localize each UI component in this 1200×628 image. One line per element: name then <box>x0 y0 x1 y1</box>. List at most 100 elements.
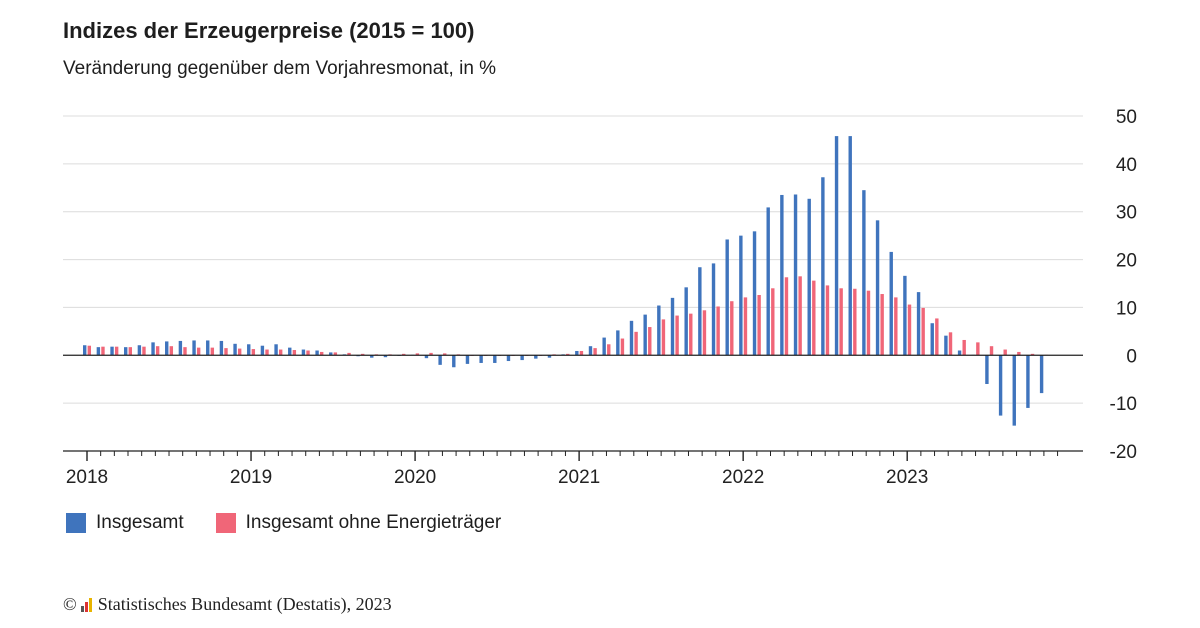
bar-insgesamt <box>452 355 456 368</box>
chart-title: Indizes der Erzeugerpreise (2015 = 100) <box>63 18 475 43</box>
bar-insgesamt <box>930 323 934 356</box>
bar-insgesamt <box>206 340 210 356</box>
bar-insgesamt <box>329 352 333 356</box>
bar-ohne-energie <box>155 346 160 356</box>
bar-ohne-energie <box>101 346 105 356</box>
bar-insgesamt <box>424 355 429 359</box>
destatis-logo-icon <box>80 597 93 612</box>
bar-ohne-energie <box>333 352 338 356</box>
bar-ohne-energie <box>142 346 146 356</box>
gridlines <box>63 115 1083 404</box>
bar-insgesamt <box>998 355 1003 416</box>
bar-ohne-energie <box>169 346 174 356</box>
bar-ohne-energie <box>743 297 748 356</box>
y-tick-label: -10 <box>1110 394 1137 415</box>
bar-insgesamt <box>1026 355 1030 408</box>
bar-ohne-energie <box>210 347 215 356</box>
legend-item-insgesamt: Insgesamt <box>66 512 184 534</box>
bar-insgesamt <box>588 346 593 356</box>
y-tick-label: 30 <box>1116 203 1137 224</box>
bar-ohne-energie <box>443 353 447 356</box>
bar-insgesamt <box>616 330 620 356</box>
bar-insgesamt <box>520 355 524 361</box>
bar-ohne-energie <box>866 290 871 356</box>
bar-insgesamt <box>944 335 948 356</box>
bar-ohne-energie <box>730 301 734 356</box>
legend-swatch-insgesamt <box>66 513 86 533</box>
legend-swatch-ohne-energie <box>215 513 236 533</box>
bar-ohne-energie <box>251 349 256 356</box>
bar-ohne-energie <box>265 349 269 356</box>
bar-ohne-energie <box>402 353 406 356</box>
bar-insgesamt <box>739 235 743 356</box>
y-tick-label: 50 <box>1116 107 1137 128</box>
bar-ohne-energie <box>1017 351 1021 356</box>
bar-insgesamt <box>725 239 729 356</box>
legend-label-ohne-energie: Insgesamt ohne Energieträger <box>245 512 502 533</box>
bar-ohne-energie <box>962 339 966 356</box>
bar-insgesamt <box>752 231 757 356</box>
bar-insgesamt <box>233 343 237 356</box>
bar-insgesamt <box>124 347 128 356</box>
bar-ohne-energie <box>689 313 693 356</box>
bar-ohne-energie <box>292 350 297 356</box>
bar-insgesamt <box>780 194 784 356</box>
x-tick-label: 2020 <box>394 467 436 488</box>
bar-insgesamt <box>875 220 880 356</box>
bar-ohne-energie <box>306 350 310 356</box>
x-tick-label: 2018 <box>66 467 108 488</box>
y-tick-label: 40 <box>1116 155 1137 176</box>
bar-insgesamt <box>547 355 552 358</box>
x-tick-label: 2022 <box>722 467 764 488</box>
bar-ohne-energie <box>825 285 830 356</box>
bar-insgesamt <box>862 190 866 356</box>
bar-ohne-energie <box>237 348 242 356</box>
bar-ohne-energie <box>907 304 912 356</box>
bar-insgesamt <box>192 340 196 356</box>
bar-insgesamt <box>274 344 278 356</box>
legend-item-ohne-energie: Insgesamt ohne Energieträger <box>215 512 502 534</box>
bar-ohne-energie <box>894 297 898 356</box>
bar-insgesamt <box>766 207 770 356</box>
bar-insgesamt <box>493 355 497 363</box>
bar-ohne-energie <box>620 338 625 356</box>
legend-label-insgesamt: Insgesamt <box>96 512 184 533</box>
bar-insgesamt <box>575 350 579 356</box>
bar-insgesamt <box>889 251 893 356</box>
bar-insgesamt <box>301 349 306 356</box>
bar-ohne-energie <box>798 276 802 356</box>
bar-insgesamt <box>848 136 852 356</box>
bar-insgesamt <box>479 355 483 363</box>
bar-insgesamt <box>506 355 511 362</box>
x-tick-label: 2023 <box>886 467 928 488</box>
bar-ohne-energie <box>839 288 843 356</box>
bar-insgesamt <box>247 344 251 356</box>
bar-ohne-energie <box>1003 349 1007 356</box>
bar-ohne-energie <box>196 347 201 356</box>
bar-ohne-energie <box>634 331 638 356</box>
bar-insgesamt <box>916 292 921 356</box>
bar-ohne-energie <box>948 332 953 356</box>
bar-ohne-energie <box>415 353 420 356</box>
bar-insgesamt <box>793 194 798 356</box>
bar-insgesamt <box>657 305 661 356</box>
bars <box>83 136 1048 426</box>
bar-ohne-energie <box>853 288 857 356</box>
bar-insgesamt <box>711 263 716 356</box>
bar-insgesamt <box>985 355 989 384</box>
bar-insgesamt <box>534 355 538 359</box>
bar-ohne-energie <box>1030 353 1035 356</box>
y-axis: 50 40 30 20 10 0 -10 -20 <box>1110 107 1137 463</box>
bar-ohne-energie <box>128 347 133 356</box>
bar-insgesamt <box>684 287 688 356</box>
bar-insgesamt <box>465 355 470 364</box>
bar-insgesamt <box>83 345 87 356</box>
bar-ohne-energie <box>921 307 925 356</box>
x-tick-label: 2019 <box>230 467 272 488</box>
chart-subtitle: Veränderung gegenüber dem Vorjahresmonat… <box>63 58 497 79</box>
bar-insgesamt <box>438 355 442 365</box>
bar-insgesamt <box>957 350 962 356</box>
bar-ohne-energie <box>429 352 433 356</box>
bar-insgesamt <box>178 340 183 356</box>
